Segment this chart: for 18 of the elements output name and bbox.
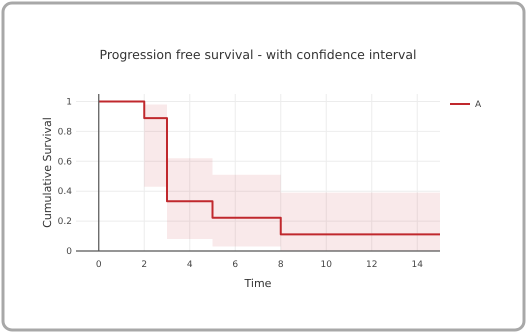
y-tick-label: 0 — [66, 247, 72, 257]
y-axis-title: Cumulative Survival — [41, 117, 54, 228]
x-axis-title: Time — [244, 277, 272, 290]
x-tick-label: 0 — [96, 260, 102, 270]
y-tick-label: 1 — [66, 97, 72, 108]
y-tick-label: 0.4 — [58, 187, 72, 198]
x-tick-label: 12 — [366, 260, 378, 270]
x-tick-label: 4 — [186, 260, 193, 270]
y-tick-label: 0.2 — [58, 217, 72, 228]
y-tick-label: 0.8 — [58, 127, 72, 138]
y-tick-label: 0.6 — [58, 157, 72, 168]
x-tick-label: 6 — [232, 260, 238, 270]
x-tick-label: 10 — [320, 260, 332, 270]
x-tick-label: 2 — [141, 260, 148, 270]
legend-label: A — [475, 100, 482, 110]
chart-title: Progression free survival - with confidence interval — [100, 47, 416, 62]
x-tick-label: 14 — [412, 260, 424, 270]
x-tick-label: 8 — [278, 260, 284, 270]
